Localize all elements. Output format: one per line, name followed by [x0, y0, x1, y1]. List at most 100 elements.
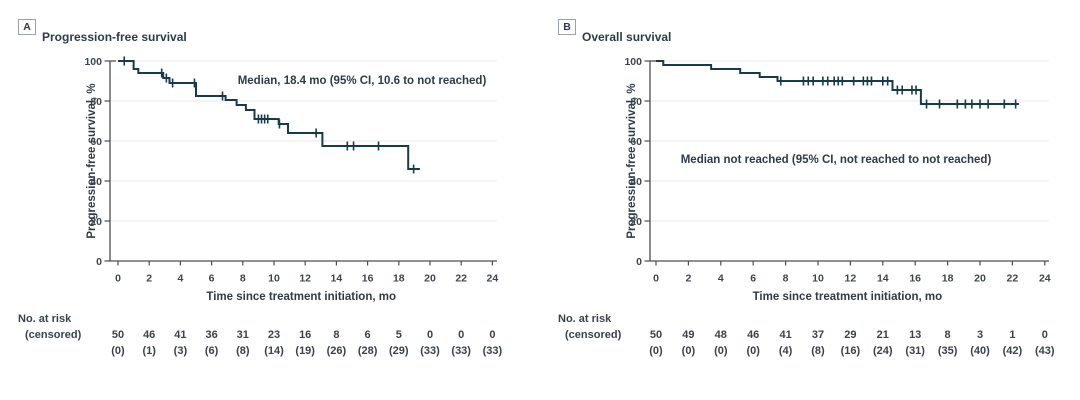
at-risk-count: 13 [909, 329, 922, 341]
x-tick-label: 0 [653, 273, 659, 285]
censored-count: (0) [746, 345, 760, 357]
x-tick-label: 18 [942, 273, 954, 285]
censored-count: (35) [937, 345, 958, 357]
axes [109, 60, 497, 262]
censored-count: (1) [142, 345, 156, 357]
censored-count: (26) [326, 345, 347, 357]
y-tick-label: 80 [90, 96, 102, 108]
panel-a-no-at-risk-label: No. at risk [18, 313, 72, 325]
panel-b-title: Overall survival [582, 29, 672, 44]
y-tick-label: 60 [630, 136, 642, 148]
at-risk-count: 49 [682, 329, 695, 341]
censored-count: (40) [970, 345, 990, 357]
panel-progression-free-survival: A Progression-free survival Progression-… [18, 19, 503, 357]
panel-b-no-at-risk-label: No. at risk [558, 313, 612, 325]
x-tick-label: 8 [240, 273, 246, 285]
y-tick-label: 100 [624, 56, 642, 68]
censored-count: (33) [482, 345, 503, 357]
censored-count: (33) [420, 345, 440, 357]
censored-count: (24) [873, 345, 893, 357]
at-risk-count: 31 [236, 329, 249, 341]
censored-count: (31) [905, 345, 925, 357]
censored-count: (0) [111, 345, 125, 357]
x-tick-label: 22 [1007, 273, 1019, 285]
y-tick-label: 40 [90, 176, 102, 188]
at-risk-count: 8 [944, 329, 951, 341]
y-tick-label: 60 [90, 136, 102, 148]
y-tick-label: 0 [636, 256, 642, 268]
x-axis-title: Time since treatment initiation, mo [206, 291, 396, 303]
y-tick-label: 40 [630, 176, 642, 188]
x-tick-label: 6 [750, 273, 756, 285]
censored-count: (16) [840, 345, 861, 357]
censored-count: (8) [811, 345, 825, 357]
at-risk-count: 29 [844, 329, 857, 341]
median-annotation: Median, 18.4 mo (95% CI, 10.6 to not rea… [238, 75, 487, 87]
x-tick-label: 8 [783, 273, 789, 285]
x-tick-label: 20 [424, 273, 436, 285]
at-risk-count: 50 [111, 329, 125, 341]
x-tick-label: 4 [718, 273, 724, 285]
at-risk-count: 3 [976, 329, 984, 341]
x-axis-ticks: 0 2 4 6 8 10 12 14 16 18 20 22 24 [653, 261, 1051, 285]
x-tick-label: 10 [812, 273, 824, 285]
at-risk-count: 21 [876, 329, 889, 341]
censored-count: (28) [357, 345, 378, 357]
censored-count: (0) [681, 345, 696, 357]
censored-count: (43) [1035, 345, 1055, 357]
x-tick-label: 10 [268, 273, 280, 285]
y-tick-label: 0 [96, 256, 102, 268]
at-risk-count: 41 [174, 329, 187, 341]
x-tick-label: 20 [974, 273, 986, 285]
at-risk-count: 48 [714, 329, 727, 341]
x-tick-label: 2 [685, 273, 691, 285]
y-tick-label: 20 [90, 216, 102, 228]
censored-count: (8) [236, 345, 250, 357]
censored-count: (0) [714, 345, 728, 357]
x-tick-label: 22 [455, 273, 467, 285]
panel-b-censored-label: (censored) [565, 329, 622, 341]
x-tick-label: 24 [1039, 273, 1051, 285]
x-tick-label: 6 [209, 273, 215, 285]
x-tick-label: 16 [362, 273, 374, 285]
at-risk-count: 16 [299, 329, 312, 341]
x-tick-label: 2 [146, 273, 152, 285]
at-risk-count: 8 [333, 329, 340, 341]
censor-marks [123, 56, 415, 174]
at-risk-count: 37 [811, 329, 825, 341]
censored-count: (0) [649, 345, 663, 357]
x-tick-label: 24 [487, 273, 499, 285]
gridlines [650, 60, 1049, 222]
panel-b-letter-box: B [558, 19, 576, 35]
censored-count: (3) [173, 345, 188, 357]
censored-count: (29) [389, 345, 409, 357]
at-risk-count: 50 [649, 329, 663, 341]
censored-count: (14) [264, 345, 284, 357]
censored-count: (4) [778, 345, 793, 357]
x-tick-label: 0 [115, 273, 121, 285]
panel-a-censored-label: (censored) [25, 329, 82, 341]
at-risk-count: 0 [489, 329, 496, 341]
km-curve [118, 60, 420, 170]
x-tick-label: 18 [393, 273, 405, 285]
panel-overall-survival: B Overall survival Progression-free surv… [540, 0, 1080, 400]
axes [649, 60, 1049, 262]
at-risk-count: 23 [267, 329, 281, 341]
median-annotation: Median not reached (95% CI, not reached … [681, 154, 992, 166]
y-tick-label: 100 [84, 56, 102, 68]
y-axis-ticks: 0 20 40 60 80 100 [624, 56, 650, 268]
x-tick-label: 12 [845, 273, 857, 285]
at-risk-count: 6 [364, 329, 371, 341]
y-tick-label: 80 [630, 96, 642, 108]
x-axis-ticks: 0 2 4 6 8 10 12 14 16 18 20 22 24 [115, 261, 498, 285]
y-tick-label: 20 [630, 216, 642, 228]
at-risk-count: 41 [779, 329, 792, 341]
at-risk-count: 46 [747, 329, 760, 341]
x-tick-label: 12 [299, 273, 311, 285]
y-axis-ticks: 0 20 40 60 80 100 [84, 56, 110, 268]
panel-a-title: Progression-free survival [42, 29, 187, 44]
at-risk-count: 0 [1041, 329, 1048, 341]
x-tick-label: 14 [877, 273, 889, 285]
